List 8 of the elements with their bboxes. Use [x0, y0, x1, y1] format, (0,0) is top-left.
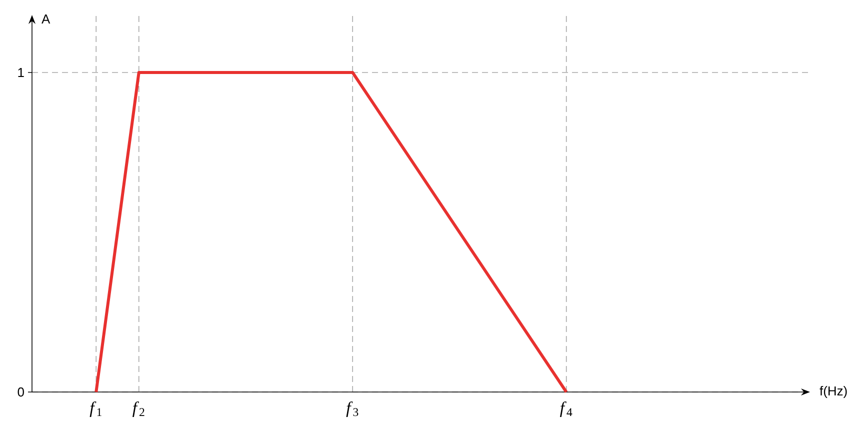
y-axis-title: A [42, 14, 50, 24]
y-tick-label: 1 [18, 68, 24, 77]
x-tick-label: f$_{3}$ [346, 402, 358, 418]
x-tick-label: f$_{1}$ [90, 402, 102, 418]
y-tick-label: 0 [18, 387, 24, 397]
x-tick-label: f$_{4}$ [560, 402, 572, 418]
x-axis-title: f(Hz) [820, 386, 847, 398]
x-tick-label: f$_{2}$ [132, 402, 144, 418]
